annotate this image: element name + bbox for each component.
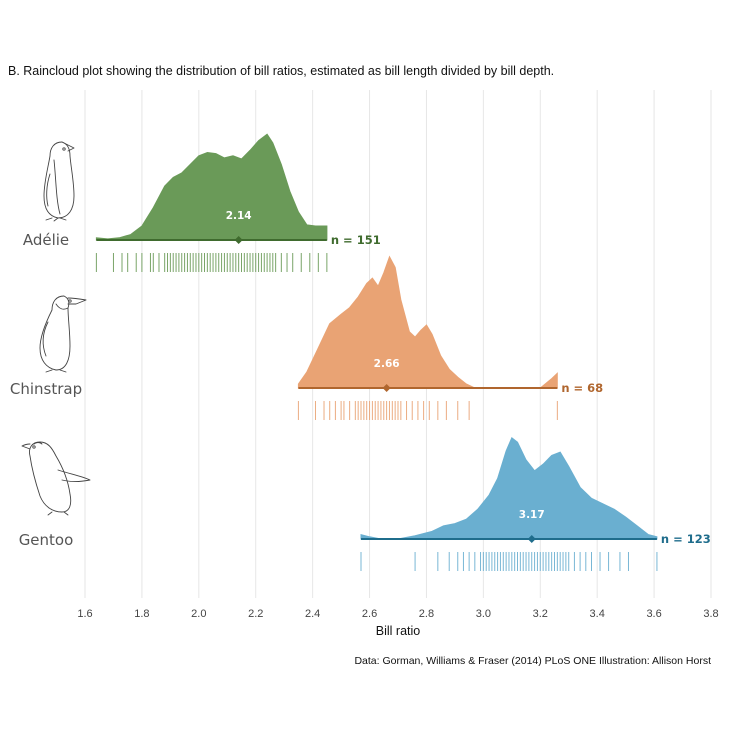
density-cloud [95, 133, 328, 241]
x-tick-label: 1.8 [134, 608, 149, 620]
x-axis-ticks: 1.6 1.8 2.0 2.2 2.4 2.6 2.8 3.0 3.2 3.4 3.6 3.8 [77, 608, 718, 620]
n-label: n = 151 [331, 233, 381, 247]
x-tick-label: 3.0 [476, 608, 491, 620]
x-tick-label: 3.6 [646, 608, 661, 620]
x-tick-label: 2.2 [248, 608, 263, 620]
series-layer: 2.14 n = 151 Adélie 2.66 n = 68 Chinstrap 3.17… [10, 133, 711, 571]
series-chinstrap: 2.66 n = 68 [297, 255, 603, 420]
x-tick-label: 2.8 [419, 608, 434, 620]
density-cloud [297, 255, 558, 389]
chinstrap-penguin-illustration [39, 295, 87, 373]
x-tick-label: 3.4 [590, 608, 605, 620]
mean-point [527, 535, 536, 543]
density-cloud [360, 437, 658, 540]
gentoo-penguin-illustration [21, 441, 91, 516]
chart-caption: Data: Gorman, Williams & Fraser (2014) P… [354, 655, 711, 667]
adelie-penguin-illustration [43, 141, 75, 222]
x-tick-label: 1.6 [77, 608, 92, 620]
mean-label: 2.14 [226, 210, 252, 222]
n-label: n = 68 [561, 381, 603, 395]
mean-label: 3.17 [519, 509, 545, 521]
chart-title: B. Raincloud plot showing the distributi… [8, 64, 554, 78]
mean-point [382, 384, 391, 392]
x-tick-label: 2.6 [362, 608, 377, 620]
x-tick-label: 2.0 [191, 608, 206, 620]
series-gentoo: 3.17 n = 123 [360, 437, 711, 571]
species-label: Adélie [23, 231, 69, 249]
species-label: Chinstrap [10, 380, 82, 398]
n-label: n = 123 [661, 532, 711, 546]
series-adlie: 2.14 n = 151 [95, 133, 381, 272]
mean-label: 2.66 [374, 358, 400, 370]
x-tick-label: 2.4 [305, 608, 320, 620]
mean-point [234, 236, 243, 244]
x-axis-label: Bill ratio [376, 624, 421, 638]
x-tick-label: 3.2 [533, 608, 548, 620]
x-tick-label: 3.8 [703, 608, 718, 620]
species-label: Gentoo [19, 531, 74, 549]
